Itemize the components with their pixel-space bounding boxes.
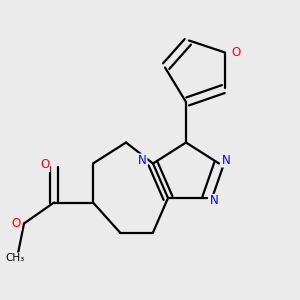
Text: N: N (222, 154, 231, 167)
Text: O: O (231, 46, 240, 59)
Text: N: N (138, 154, 147, 167)
Text: CH₃: CH₃ (5, 253, 25, 263)
Text: N: N (210, 194, 219, 208)
Text: O: O (40, 158, 50, 172)
Text: O: O (12, 217, 21, 230)
